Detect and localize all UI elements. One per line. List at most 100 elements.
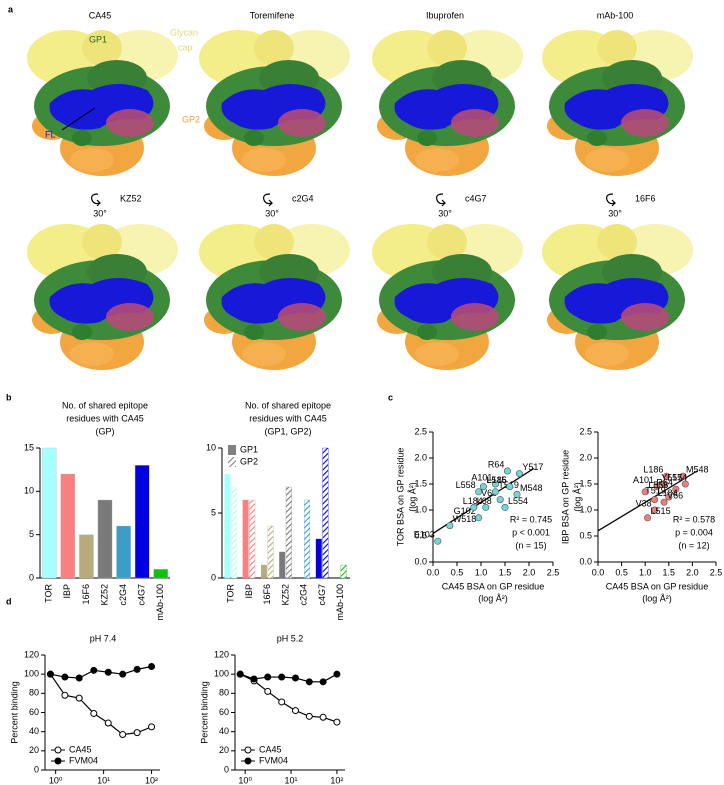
legend-marker [244, 746, 252, 754]
point [333, 670, 341, 678]
x-tick-label: 1.5 [499, 567, 512, 577]
x-tick-label: IBP [62, 584, 72, 599]
panel-label: b [6, 392, 12, 402]
point [513, 490, 521, 498]
structure-rotated [199, 224, 350, 370]
y-tick-label: 15 [24, 442, 34, 452]
legend-label: FVM04 [69, 755, 98, 765]
y-tick-label: 20 [29, 745, 39, 755]
x-tick-label: 16F6 [81, 584, 91, 605]
y-tick-label: 60 [29, 707, 39, 717]
y-tick-label: 0 [34, 764, 39, 774]
x-tick-label: 0.0 [427, 567, 440, 577]
x-tick-label: TOR [226, 584, 236, 603]
point [46, 670, 54, 678]
structure-rotated [372, 224, 523, 370]
point [681, 480, 689, 488]
y-axis-label: (log Å²) [407, 482, 417, 512]
point [291, 707, 299, 715]
annotation: p < 0.001 [512, 527, 550, 537]
y-tick-label: 120 [214, 649, 229, 659]
point-label: M548 [520, 483, 543, 493]
point [496, 496, 504, 504]
point [236, 670, 244, 678]
point [75, 694, 83, 702]
x-tick-label: 2.0 [686, 567, 699, 577]
y-tick-label: 0.5 [579, 530, 592, 540]
y-tick-label: 80 [219, 688, 229, 698]
point [133, 665, 141, 673]
rotation-angle: 30° [608, 208, 622, 218]
point-label: L186 [487, 475, 507, 485]
y-tick-label: 120 [24, 649, 39, 659]
bar [304, 499, 311, 579]
y-tick-label: 0 [211, 572, 216, 582]
annotation: R² = 0.578 [673, 514, 715, 524]
label-glycan: Glycan [170, 27, 198, 37]
bar [116, 525, 131, 579]
x-tick-label: 1.0 [639, 567, 652, 577]
point [501, 503, 509, 511]
bar [42, 447, 57, 579]
rotation-angle: 30° [438, 208, 452, 218]
x-tick-label: 10² [330, 775, 343, 785]
y-tick-label: 2.0 [579, 452, 592, 462]
point [653, 483, 661, 491]
column-title: Toremifene [250, 10, 295, 20]
point [479, 483, 487, 491]
rotation-arrow [91, 193, 102, 207]
point-label: V66 [481, 488, 497, 498]
y-tick-label: 1.5 [414, 478, 427, 488]
point-label: L186 [643, 465, 663, 475]
y-tick-label: 100 [214, 669, 229, 679]
x-tick-label: 2.0 [523, 567, 536, 577]
x-tick-label: 0.5 [451, 567, 464, 577]
rotation-arrow [263, 193, 274, 207]
y-tick-label: 1.5 [579, 478, 592, 488]
chart-title: No. of shared epitope [245, 400, 331, 410]
y-tick-label: 0 [29, 572, 34, 582]
y-tick-label: 5 [211, 507, 216, 517]
antibody-name: 16F6 [635, 193, 656, 203]
x-axis-label: CA45 BSA on GP residue [606, 581, 708, 591]
point [148, 723, 156, 731]
legend-swatch [228, 457, 236, 467]
legend-label: CA45 [259, 744, 282, 754]
point [90, 666, 98, 674]
point-label: L184 [658, 488, 678, 498]
point [651, 496, 659, 504]
point [133, 729, 141, 737]
point [475, 488, 483, 496]
label-gp1: GP1 [89, 34, 107, 44]
bar [315, 538, 322, 579]
point [660, 480, 668, 488]
point-label: A101 [471, 472, 492, 482]
point-label: Y517 [661, 472, 682, 482]
y-tick-label: 2.5 [579, 426, 592, 436]
point [434, 537, 442, 545]
y-tick-label: 40 [219, 726, 229, 736]
antibody-name: c2G4 [292, 193, 314, 203]
x-tick-label: 2.5 [547, 567, 560, 577]
x-tick-label: c4G7 [317, 584, 327, 606]
point-label: Y517 [522, 462, 543, 472]
point-label: L515 [486, 475, 506, 485]
legend-swatch [228, 445, 236, 455]
antibody-name: c4G7 [465, 193, 487, 203]
rotation-arrow [436, 193, 447, 207]
point [90, 709, 98, 717]
point [506, 483, 514, 491]
point-label: V66 [667, 491, 683, 501]
point [446, 522, 454, 530]
y-tick-label: 40 [29, 726, 39, 736]
point [291, 674, 299, 682]
y-axis-label: IBP BSA on GP residue [560, 450, 570, 544]
bar [285, 486, 292, 579]
point [515, 470, 523, 478]
point [305, 678, 313, 686]
bar [267, 525, 274, 579]
legend-marker [54, 757, 62, 765]
x-tick-label: c2G4 [118, 584, 128, 606]
structure-front [542, 30, 693, 176]
bar [260, 564, 267, 579]
